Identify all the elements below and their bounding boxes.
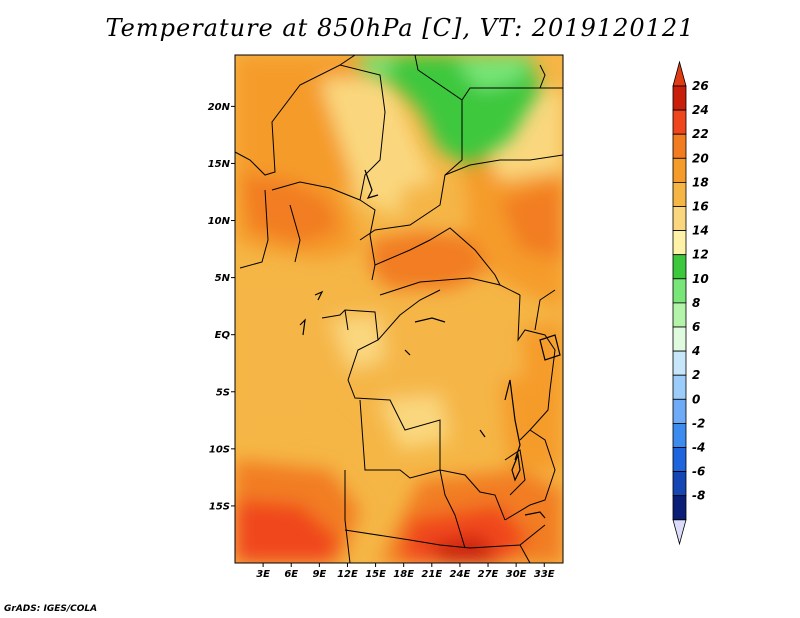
latitude-axis: 20N 15N 10N 5N EQ 5S 10S 15S: [208, 102, 235, 512]
colorbar-label: -4: [692, 441, 705, 455]
colorbar-label: -6: [692, 465, 705, 479]
colorbar-label: 4: [691, 344, 700, 358]
colorbar-bottom-arrow: [672, 519, 687, 546]
lat-tick-label: 10N: [208, 216, 231, 227]
lon-tick-label: 18E: [393, 569, 414, 580]
temperature-field: [235, 55, 563, 563]
colorbar-label: 12: [692, 248, 709, 262]
colorbar-swatch: [672, 447, 687, 473]
colorbar-label: 2: [692, 368, 700, 382]
lat-tick-label: 15S: [209, 501, 230, 512]
colorbar-swatch: [672, 206, 687, 232]
lon-tick-label: 24E: [450, 569, 471, 580]
colorbar-swatch: [672, 422, 687, 448]
longitude-axis: 3E 6E 9E 12E 15E 18E 21E 24E 27E 30E 33E: [256, 563, 555, 580]
lat-tick-label: EQ: [215, 330, 231, 341]
colorbar-swatch: [672, 85, 687, 111]
colorbar-label: 22: [692, 127, 709, 141]
lat-tick-label: 15N: [208, 159, 231, 170]
colorbar-label: 6: [692, 320, 700, 334]
colorbar-swatch: [672, 495, 687, 521]
lon-tick-label: 15E: [365, 569, 386, 580]
lon-tick-label: 27E: [478, 569, 499, 580]
map-frame: [234, 54, 564, 564]
colorbar-swatch: [672, 157, 687, 183]
lakes-and-coast: [299, 169, 561, 519]
lon-tick-label: 33E: [534, 569, 555, 580]
lat-tick-label: 5S: [216, 387, 230, 398]
colorbar-swatch: [672, 109, 687, 135]
colorbar-label: -8: [692, 489, 705, 503]
colorbar-swatch: [672, 374, 687, 400]
colorbar-swatch: [672, 471, 687, 497]
colorbar-swatch: [672, 181, 687, 207]
colorbar-swatch: [672, 230, 687, 256]
colorbar-top-arrow: [672, 60, 687, 87]
colorbar-label: 26: [692, 79, 709, 93]
colorbar-label: 10: [692, 272, 709, 286]
colorbar-swatch: [672, 326, 687, 352]
lat-tick-label: 10S: [209, 444, 230, 455]
lon-tick-label: 3E: [256, 569, 270, 580]
grads-credit: GrADS: IGES/COLA: [4, 604, 98, 614]
lon-tick-label: 30E: [506, 569, 527, 580]
colorbar-label: 18: [692, 175, 709, 189]
map-title: Temperature at 850hPa [C], VT: 201912012…: [105, 14, 695, 42]
colorbar-swatch: [672, 133, 687, 159]
lon-tick-label: 12E: [337, 569, 358, 580]
colorbar-label: -2: [692, 416, 705, 430]
colorbar-swatch: [672, 254, 687, 280]
colorbar-swatch: [672, 350, 687, 376]
colorbar-label: 16: [692, 200, 709, 214]
lon-tick-label: 21E: [421, 569, 442, 580]
colorbar-label: 14: [692, 224, 709, 238]
colorbar-label: 24: [692, 103, 709, 117]
country-borders: [235, 55, 563, 563]
colorbar-swatch: [672, 302, 687, 328]
lat-tick-label: 20N: [208, 102, 231, 113]
lon-tick-label: 9E: [312, 569, 326, 580]
colorbar-swatch: [672, 398, 687, 424]
colorbar-swatch: [672, 278, 687, 304]
colorbar-label: 20: [692, 151, 709, 165]
colorbar-label: 8: [692, 296, 700, 310]
colorbar-label: 0: [692, 392, 700, 406]
lat-tick-label: 5N: [215, 273, 231, 284]
lon-tick-label: 6E: [284, 569, 298, 580]
